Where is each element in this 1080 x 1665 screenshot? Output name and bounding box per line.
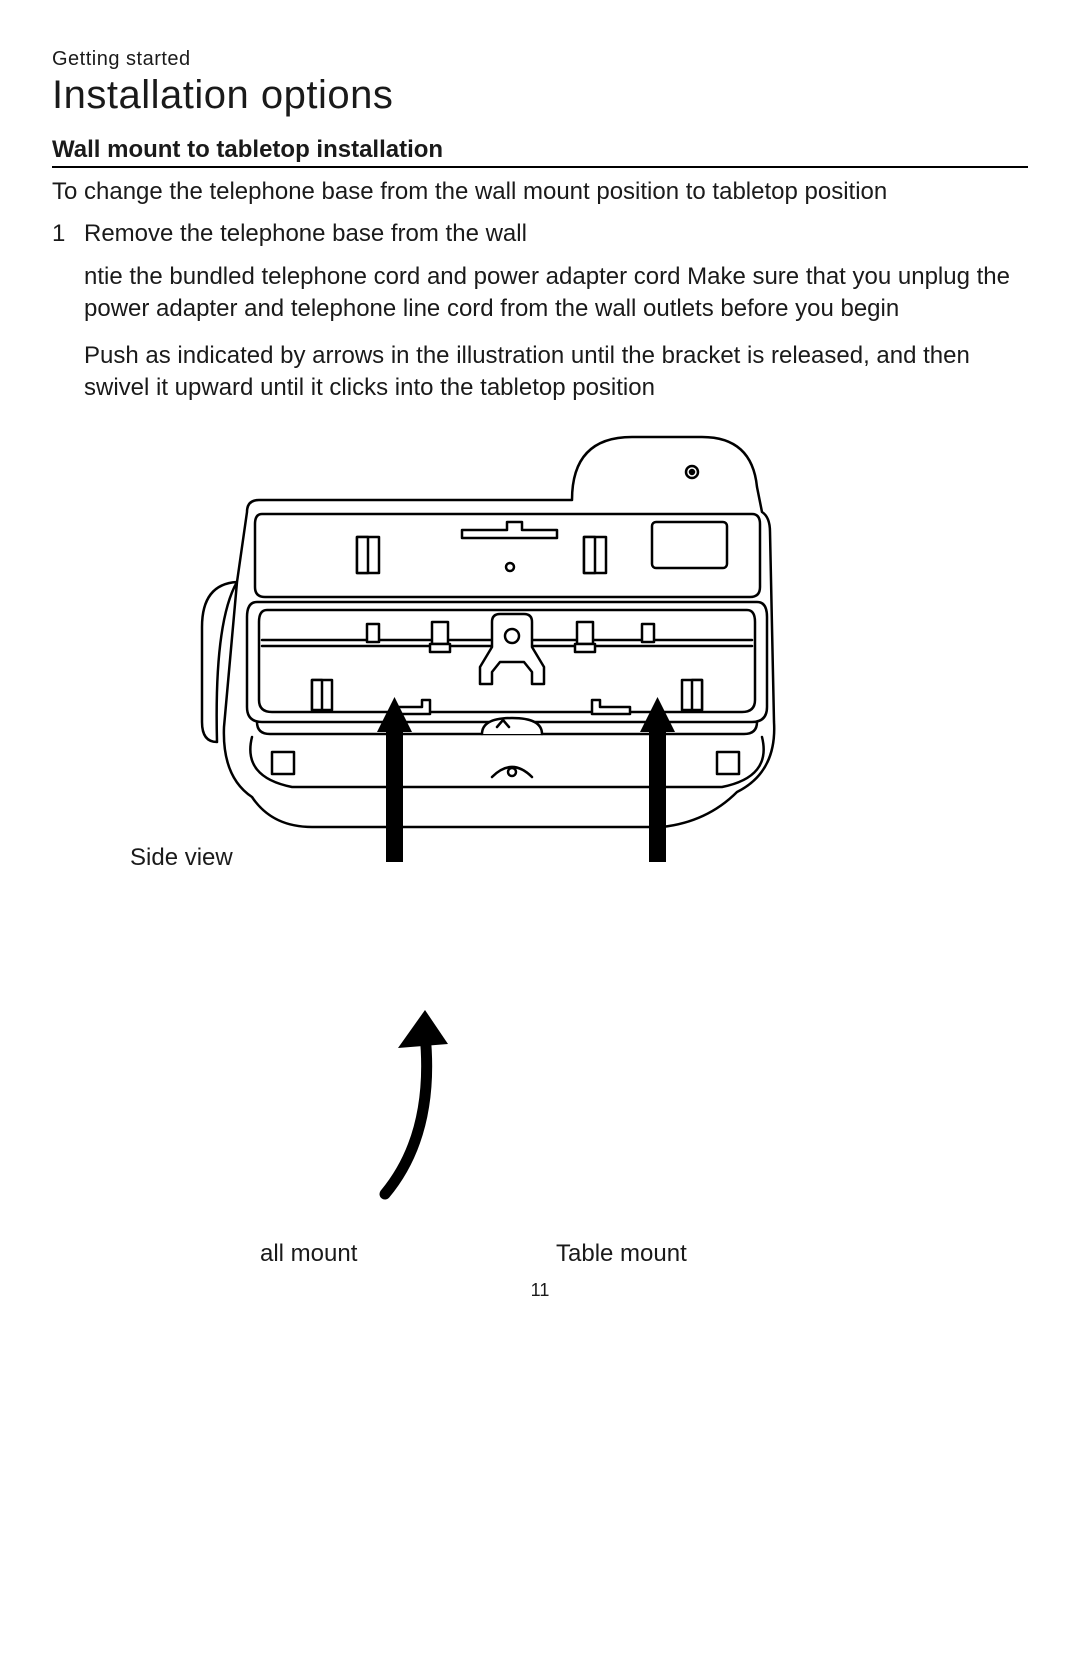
intro-paragraph: To change the telephone base from the wa… [52,176,1028,208]
step-number: 1 [52,218,70,250]
main-diagram [52,422,1028,902]
step-text: Remove the telephone base from the wall [84,218,527,250]
paragraph-2: ntie the bundled telephone cord and powe… [84,261,1028,326]
page-number: 11 [0,1280,1080,1301]
side-view-label: Side view [130,844,233,872]
section-subtitle: Wall mount to tabletop installation [52,136,1028,168]
swivel-arrow-icon [330,1004,500,1204]
page-title: Installation options [52,73,1028,118]
telephone-base-diagram [162,422,842,892]
paragraph-3: Push as indicated by arrows in the illus… [84,340,1028,405]
breadcrumb: Getting started [52,48,1028,71]
table-mount-label: Table mount [556,1240,687,1268]
wall-mount-label: all mount [260,1240,357,1268]
